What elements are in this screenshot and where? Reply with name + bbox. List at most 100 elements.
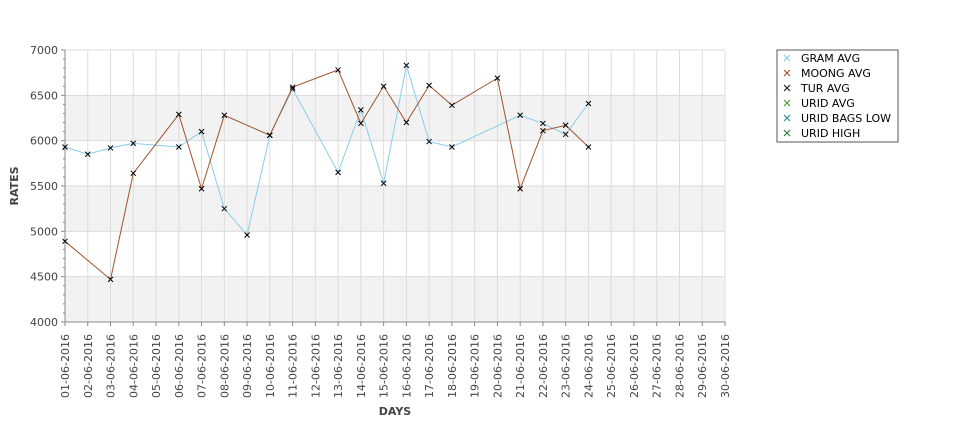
x-tick-label: 20-06-2016 — [491, 334, 504, 398]
x-tick-label: 23-06-2016 — [560, 334, 573, 398]
data-point-moong-avg — [266, 132, 273, 139]
data-point-gram-avg — [517, 112, 524, 119]
horizontal-gridlines — [65, 49, 725, 323]
y-tick-label: 6000 — [30, 135, 58, 148]
data-point-moong-avg — [494, 75, 501, 81]
y-axis-title: RATES — [8, 166, 21, 205]
x-tick-label: 29-06-2016 — [696, 334, 709, 398]
data-point-gram-avg — [198, 128, 205, 135]
data-point-moong-avg — [517, 185, 524, 192]
legend-label: URID HIGH — [801, 127, 860, 140]
x-tick-label: 08-06-2016 — [218, 334, 231, 398]
data-point-moong-avg — [585, 144, 592, 150]
legend-label: MOONG AVG — [801, 67, 871, 80]
plot-band — [65, 276, 725, 322]
x-tick-label: 19-06-2016 — [469, 334, 482, 398]
data-point-moong-avg — [426, 82, 432, 89]
data-point-gram-avg — [244, 232, 250, 238]
legend-marker — [783, 54, 791, 62]
x-tick-label: 11-06-2016 — [287, 334, 300, 398]
x-tick-label: 25-06-2016 — [605, 334, 618, 398]
data-point-gram-avg — [175, 144, 182, 150]
data-point-moong-avg — [130, 170, 137, 177]
x-axis-title: DAYS — [379, 405, 412, 418]
data-point-gram-avg — [426, 138, 432, 145]
x-tick-label: 28-06-2016 — [673, 334, 686, 398]
y-tick-label: 5000 — [30, 225, 58, 238]
legend-label: GRAM AVG — [801, 52, 860, 65]
data-point-moong-avg — [540, 127, 546, 134]
series-line-gram-avg — [64, 65, 589, 237]
x-tick-label: 02-06-2016 — [82, 334, 95, 398]
data-point-moong-avg — [380, 83, 387, 90]
x-tick-label: 18-06-2016 — [446, 334, 459, 398]
data-point-gram-avg — [449, 144, 455, 150]
data-point-gram-avg — [62, 144, 68, 150]
x-tick-label: 21-06-2016 — [514, 334, 527, 398]
data-point-gram-avg — [358, 106, 364, 113]
y-tick-label: 4000 — [30, 316, 58, 329]
legend-marker — [783, 99, 791, 107]
data-point-moong-avg — [198, 185, 205, 192]
data-point-moong-avg — [107, 276, 114, 283]
data-point-moong-avg — [175, 111, 182, 118]
x-tick-label: 12-06-2016 — [309, 334, 322, 398]
data-point-moong-avg — [221, 112, 228, 119]
y-tick-label: 7000 — [30, 44, 58, 57]
data-point-moong-avg — [358, 120, 364, 127]
data-point-gram-avg — [540, 120, 546, 127]
legend-marker — [783, 114, 791, 122]
x-tick-label: 10-06-2016 — [264, 334, 277, 398]
legend-label: URID BAGS LOW — [801, 112, 891, 125]
data-point-moong-avg — [335, 67, 341, 73]
plot-band — [65, 186, 725, 232]
x-tick-label: 17-06-2016 — [423, 334, 436, 398]
data-point-moong-avg — [449, 102, 455, 109]
data-point-gram-avg — [335, 169, 341, 176]
data-point-gram-avg — [585, 100, 592, 107]
y-tick-label: 5500 — [30, 180, 58, 193]
data-point-gram-avg — [221, 205, 228, 212]
y-tick-label: 6500 — [30, 89, 58, 102]
data-point-gram-avg — [562, 131, 569, 138]
x-tick-label: 14-06-2016 — [355, 334, 368, 398]
x-tick-label: 24-06-2016 — [582, 334, 595, 398]
data-point-gram-avg — [84, 151, 91, 158]
data-point-gram-avg — [380, 180, 387, 187]
data-point-moong-avg — [62, 238, 68, 245]
legend-marker — [783, 84, 791, 92]
data-point-gram-avg — [403, 62, 410, 69]
x-tick-label: 09-06-2016 — [241, 334, 254, 398]
legend-marker — [783, 69, 791, 77]
y-axis-ticks: 4000 4500 5000 5500 6000 6500 7000 — [30, 44, 65, 329]
legend-box — [776, 49, 899, 143]
x-tick-label: 07-06-2016 — [196, 334, 209, 398]
x-tick-label: 22-06-2016 — [537, 334, 550, 398]
x-tick-label: 01-06-2016 — [59, 334, 72, 398]
legend-label: URID AVG — [801, 97, 855, 110]
series-layer — [62, 62, 592, 283]
x-tick-label: 30-06-2016 — [719, 334, 732, 398]
x-tick-label: 04-06-2016 — [127, 334, 140, 398]
legend-label: TUR AVG — [800, 82, 850, 95]
x-tick-label: 03-06-2016 — [105, 334, 118, 398]
x-tick-label: 13-06-2016 — [332, 334, 345, 398]
data-point-gram-avg — [107, 145, 114, 151]
x-tick-label: 16-06-2016 — [400, 334, 413, 398]
legend: GRAM AVG MOONG AVG TUR AVG URID AVG URID BAG… — [776, 49, 899, 143]
x-tick-label: 06-06-2016 — [173, 334, 186, 398]
data-point-moong-avg — [289, 84, 296, 91]
data-point-gram-avg — [130, 140, 137, 147]
series-gram-avg — [62, 62, 592, 238]
data-point-moong-avg — [562, 122, 569, 129]
plot-band — [65, 95, 725, 141]
x-tick-label: 27-06-2016 — [651, 334, 664, 398]
y-tick-label: 4500 — [30, 271, 58, 284]
x-tick-label: 26-06-2016 — [628, 334, 641, 398]
x-tick-label: 05-06-2016 — [150, 334, 163, 398]
x-tick-label: 15-06-2016 — [378, 334, 391, 398]
data-point-moong-avg — [403, 119, 410, 126]
series-moong-avg — [62, 67, 592, 283]
legend-marker — [783, 129, 791, 137]
